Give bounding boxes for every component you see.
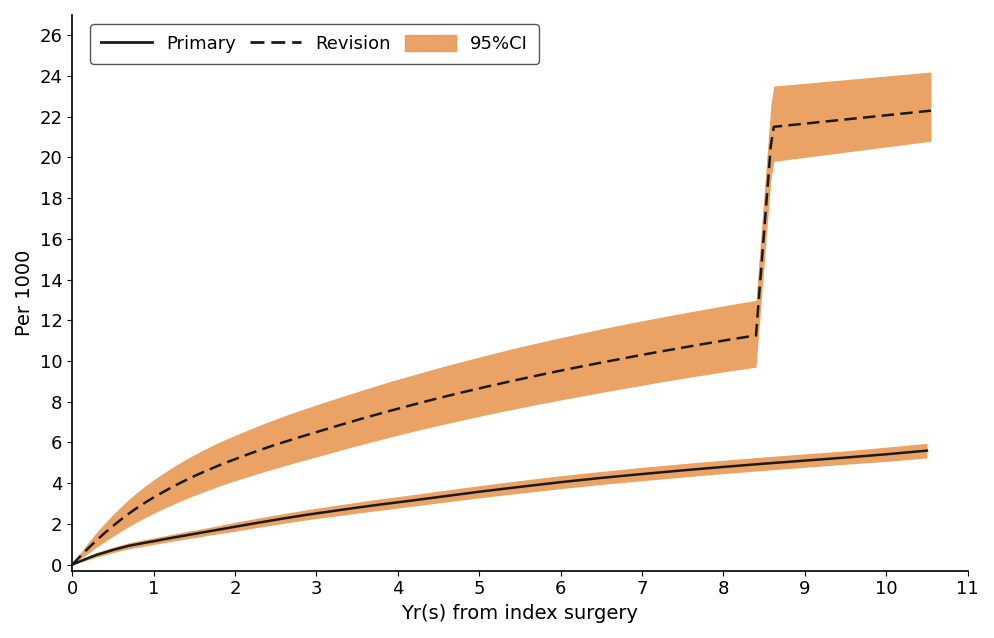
X-axis label: Yr(s) from index surgery: Yr(s) from index surgery <box>402 604 638 623</box>
Legend: Primary, Revision, 95%CI: Primary, Revision, 95%CI <box>90 24 539 64</box>
Y-axis label: Per 1000: Per 1000 <box>15 249 34 336</box>
